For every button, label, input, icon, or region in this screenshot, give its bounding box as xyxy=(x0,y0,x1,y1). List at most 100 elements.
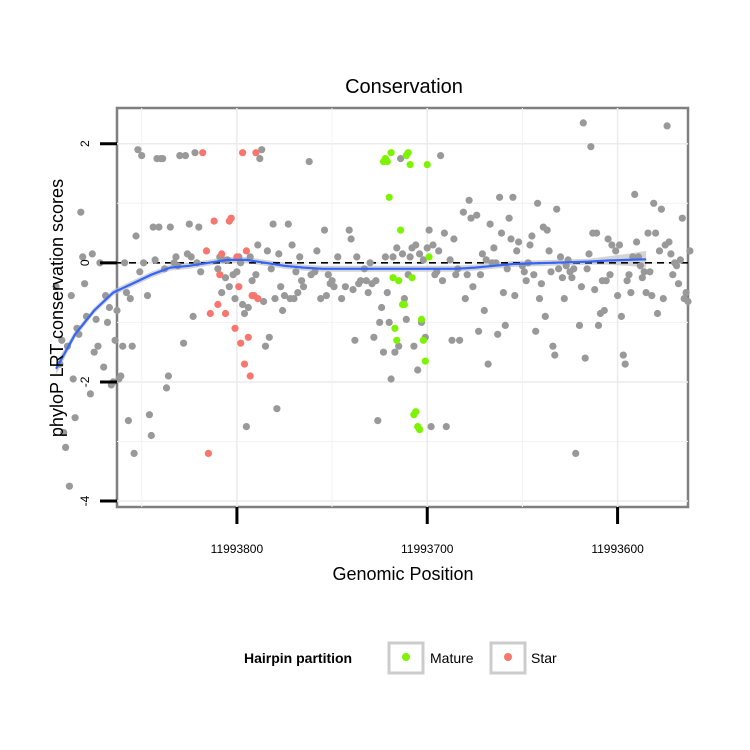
data-point-other xyxy=(67,292,75,300)
data-point-other xyxy=(62,443,70,451)
data-point-mature xyxy=(393,336,401,344)
x-tick-label: 11993600 xyxy=(591,542,644,556)
data-point-other xyxy=(263,247,271,255)
data-point-other xyxy=(652,229,660,237)
data-point-other xyxy=(402,315,410,323)
data-point-other xyxy=(545,247,553,255)
data-point-star xyxy=(199,149,207,157)
data-point-other xyxy=(614,292,622,300)
data-point-other xyxy=(553,205,561,213)
data-point-other xyxy=(452,271,460,279)
data-point-other xyxy=(667,250,675,258)
data-point-other xyxy=(65,482,73,490)
data-point-other xyxy=(298,277,306,285)
data-point-other xyxy=(608,241,616,249)
data-point-other xyxy=(442,423,450,431)
data-point-other xyxy=(433,268,441,276)
x-axis: 11993800 11993700 11993600 xyxy=(211,507,644,556)
data-point-other xyxy=(665,238,673,246)
data-point-other xyxy=(570,265,578,273)
data-point-mature xyxy=(385,193,393,201)
data-point-mature xyxy=(419,336,427,344)
data-point-mature xyxy=(383,158,391,166)
data-point-other xyxy=(347,235,355,243)
data-point-other xyxy=(577,283,586,291)
data-point-star xyxy=(218,250,226,258)
data-point-star xyxy=(235,283,243,291)
data-point-other xyxy=(103,318,112,326)
data-point-other xyxy=(239,300,247,309)
data-point-other xyxy=(537,280,546,288)
data-point-other xyxy=(121,259,129,267)
data-point-other xyxy=(185,220,193,228)
x-tick-label: 11993700 xyxy=(401,542,454,556)
data-point-other xyxy=(294,289,302,297)
points-layer xyxy=(52,119,694,490)
data-point-other xyxy=(387,375,395,383)
data-point-other xyxy=(682,289,690,297)
data-point-other xyxy=(499,289,507,297)
legend-dot-star xyxy=(504,653,512,661)
data-point-star xyxy=(254,295,262,303)
data-point-star xyxy=(252,149,260,157)
data-point-other xyxy=(532,327,540,335)
data-point-other xyxy=(461,295,469,303)
data-point-other xyxy=(166,223,174,231)
data-point-other xyxy=(180,339,188,347)
data-point-mature xyxy=(416,426,424,434)
data-point-other xyxy=(549,342,557,350)
data-point-other xyxy=(456,336,464,344)
data-point-other xyxy=(476,271,485,279)
data-point-other xyxy=(400,295,408,303)
data-point-other xyxy=(290,295,298,303)
data-point-other xyxy=(429,241,437,249)
data-point-other xyxy=(655,247,664,255)
data-point-star xyxy=(244,333,252,341)
data-point-other xyxy=(642,289,650,297)
data-point-other xyxy=(541,312,549,320)
data-point-other xyxy=(594,321,603,329)
chart-title: Conservation xyxy=(345,76,463,98)
data-point-other xyxy=(378,303,386,312)
data-point-star xyxy=(206,309,214,318)
data-point-other xyxy=(366,259,374,267)
data-point-other xyxy=(162,384,171,392)
data-point-mature xyxy=(400,300,408,309)
data-point-other xyxy=(362,277,370,285)
data-point-other xyxy=(467,214,475,222)
y-tick-label: -4 xyxy=(78,495,92,506)
data-point-other xyxy=(459,208,467,216)
data-point-other xyxy=(218,289,226,297)
data-point-other xyxy=(119,342,127,350)
data-point-other xyxy=(463,271,471,279)
data-point-other xyxy=(543,226,551,234)
data-point-other xyxy=(612,247,620,255)
data-point-other xyxy=(322,292,330,300)
data-point-other xyxy=(260,297,268,306)
data-point-other xyxy=(248,277,256,285)
data-point-other xyxy=(496,193,504,201)
data-point-other xyxy=(534,199,542,207)
data-point-other xyxy=(515,238,523,246)
data-point-other xyxy=(633,238,641,246)
data-point-other xyxy=(587,143,595,151)
data-point-other xyxy=(606,271,614,279)
data-point-star xyxy=(239,149,247,157)
data-point-other xyxy=(494,330,502,338)
data-point-other xyxy=(269,220,277,228)
data-point-other xyxy=(406,253,414,261)
data-point-other xyxy=(124,417,132,425)
data-point-other xyxy=(296,253,304,261)
data-point-star xyxy=(227,214,235,222)
data-point-other xyxy=(484,360,492,368)
data-point-other xyxy=(351,336,359,344)
data-point-other xyxy=(410,342,418,350)
data-point-other xyxy=(581,354,589,362)
data-point-other xyxy=(189,312,197,320)
data-point-other xyxy=(130,449,138,457)
y-tick-label: -2 xyxy=(78,376,92,387)
data-point-other xyxy=(526,241,534,249)
data-point-other xyxy=(475,327,483,335)
data-point-other xyxy=(465,196,473,204)
